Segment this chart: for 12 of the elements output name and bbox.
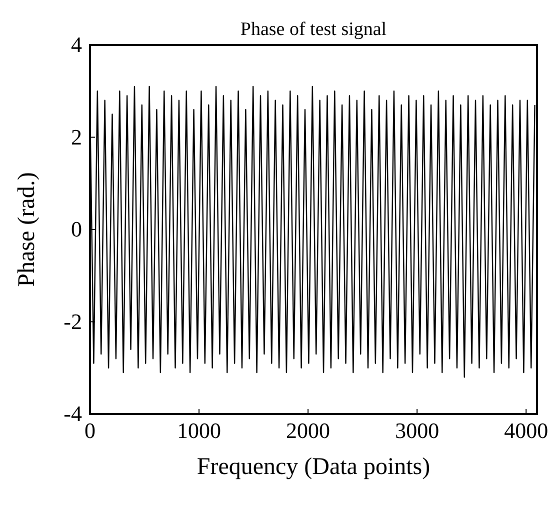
y-tick-label: 4 — [71, 32, 82, 57]
x-tick-label: 2000 — [286, 418, 330, 443]
x-tick-label: 1000 — [177, 418, 222, 443]
y-tick-label: 2 — [71, 124, 82, 150]
y-tick-label: -4 — [64, 401, 82, 426]
x-axis-title: Frequency (Data points) — [196, 454, 430, 480]
x-tick-label: 4000 — [504, 418, 548, 443]
y-tick-label: -2 — [64, 308, 82, 334]
chart-title: Phase of test signal — [240, 19, 387, 40]
y-tick-label: 0 — [71, 216, 82, 242]
x-tick-label: 3000 — [395, 418, 440, 443]
y-axis-title: Phase (rad.) — [14, 172, 40, 287]
